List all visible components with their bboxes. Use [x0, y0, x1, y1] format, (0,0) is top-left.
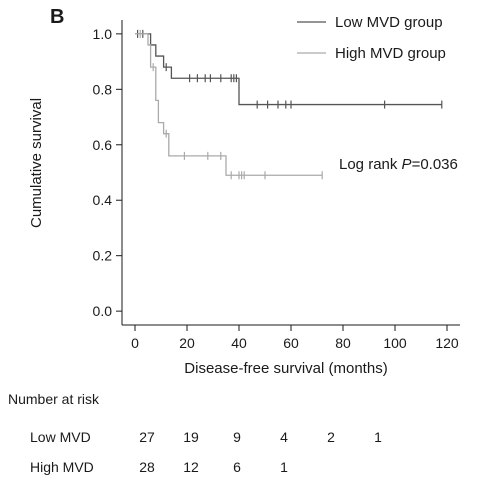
risk-count: 19: [183, 429, 199, 445]
risk-count: 27: [139, 429, 155, 445]
panel-letter: B: [50, 6, 64, 28]
log-rank-value: =0.036: [412, 156, 458, 173]
risk-table: Low MVD 27 19 9 4 2 1 High MVD 28 12 6 1: [30, 429, 382, 475]
y-tick-label: 0.0: [93, 303, 113, 319]
risk-count: 1: [374, 429, 382, 445]
y-tick-label: 0.8: [93, 81, 113, 97]
log-rank-annotation: Log rank P=0.036: [339, 156, 458, 173]
risk-count: 9: [233, 429, 241, 445]
high-mvd-survival-curve: [135, 33, 323, 176]
risk-count: 1: [280, 459, 288, 475]
risk-count: 12: [183, 459, 199, 475]
y-tick-label: 0.2: [93, 248, 113, 264]
risk-count: 4: [280, 429, 288, 445]
y-axis-title: Cumulative survival: [28, 98, 45, 228]
y-tick-label: 0.4: [93, 192, 113, 208]
risk-count: 6: [233, 459, 241, 475]
y-ticks: 0.0 0.2 0.4 0.6 0.8 1.0: [93, 26, 122, 319]
x-ticks: 0 20 40 60 80 100 120: [131, 325, 459, 351]
x-tick-label: 60: [283, 335, 299, 351]
x-tick-label: 0: [131, 335, 139, 351]
legend: Low MVD group High MVD group: [297, 14, 446, 62]
high-mvd-legend-label: High MVD group: [335, 45, 446, 62]
x-tick-label: 20: [179, 335, 195, 351]
low-mvd-legend-label: Low MVD group: [335, 14, 443, 31]
x-tick-label: 40: [231, 335, 247, 351]
risk-row-label: High MVD: [30, 459, 94, 475]
risk-count: 2: [327, 429, 335, 445]
plot-area: [135, 29, 443, 180]
x-tick-label: 120: [435, 335, 459, 351]
y-tick-label: 1.0: [93, 26, 113, 42]
low-mvd-survival-curve: [135, 33, 442, 106]
x-tick-label: 100: [383, 335, 407, 351]
x-axis-title: Disease-free survival (months): [184, 360, 387, 377]
risk-count: 28: [139, 459, 155, 475]
log-rank-p: P: [402, 156, 412, 173]
risk-row-label: Low MVD: [30, 429, 91, 445]
y-tick-label: 0.6: [93, 137, 113, 153]
x-tick-label: 80: [335, 335, 351, 351]
log-rank-prefix: Log rank: [339, 156, 402, 173]
risk-table-title: Number at risk: [8, 391, 100, 407]
